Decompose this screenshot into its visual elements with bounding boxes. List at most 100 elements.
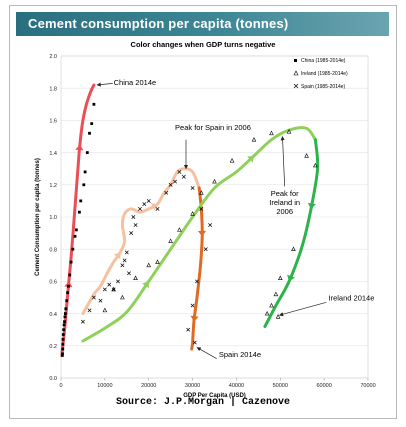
ireland-point	[120, 294, 125, 300]
spain-point	[129, 231, 134, 236]
china-point	[64, 307, 68, 311]
spain-point	[190, 186, 195, 190]
china-point	[61, 342, 65, 346]
china-point	[60, 354, 64, 357]
legend-marker	[293, 70, 299, 76]
china-point	[92, 102, 96, 106]
ireland-point	[269, 302, 274, 308]
china-point	[67, 284, 70, 288]
trend-arrow	[247, 155, 254, 163]
plot-area	[60, 55, 369, 379]
china-point	[66, 291, 69, 295]
china-point	[82, 183, 86, 187]
x-tick-label: 20000	[141, 383, 156, 389]
y-tick-label: 1.2	[49, 183, 57, 189]
spain-point	[102, 287, 107, 292]
y-tick-label: 0.0	[49, 376, 57, 382]
ireland-point	[229, 157, 235, 163]
ireland-point	[286, 129, 292, 134]
spain-point	[107, 282, 112, 287]
china-point	[85, 151, 89, 154]
chart-title: Cement consumption per capita (tonnes)	[28, 16, 289, 31]
source-note: Source: J.P.Morgan | Cazenove	[115, 397, 291, 408]
y-tick-label: 1.4	[49, 151, 57, 157]
annotation-spain-2014e: Spain 2014e	[219, 350, 261, 359]
spain-point	[127, 271, 131, 276]
spain-point	[164, 190, 169, 195]
arrow-spain-2014e	[196, 347, 217, 359]
y-tick-label: 1.6	[49, 119, 57, 125]
trend-arrow	[113, 252, 121, 260]
ireland-point	[168, 238, 173, 243]
china-point	[62, 328, 66, 332]
spain-point	[168, 182, 173, 187]
ireland-point	[313, 162, 318, 168]
legend-marker	[294, 59, 297, 62]
title-banner: Cement consumption per capita (tonnes)	[16, 12, 389, 36]
legend-label: China (1985-2014e)	[301, 58, 346, 64]
china-point	[83, 170, 87, 174]
x-tick-label: 50000	[273, 383, 288, 389]
spain-point	[122, 258, 127, 263]
ireland-point	[291, 246, 296, 251]
ireland-point	[275, 314, 281, 319]
trend-arrow	[75, 144, 84, 151]
spain-point	[111, 287, 116, 292]
trend-line	[190, 186, 204, 351]
ireland-point	[199, 190, 204, 195]
spain-point	[173, 179, 177, 184]
y-tick-label: 1.0	[49, 215, 57, 221]
spain-point	[91, 295, 96, 300]
trend-arrow	[190, 315, 199, 322]
china-point	[61, 347, 65, 351]
arrow-ireland-2014e	[279, 301, 327, 317]
ireland-point	[251, 137, 257, 142]
spain-point	[177, 169, 182, 174]
ireland-point	[212, 178, 217, 184]
china-point	[65, 299, 69, 303]
trend-line	[263, 138, 320, 328]
ireland-point	[269, 130, 274, 136]
spain-point	[146, 198, 151, 203]
x-tick-label: 70000	[360, 383, 375, 389]
spain-point	[195, 279, 199, 284]
trend-arrow	[64, 281, 73, 288]
spain-point	[192, 340, 197, 345]
legend: China (1985-2014e) Ireland (1985-2014e) Sp…	[293, 58, 348, 90]
trend-arrow	[197, 230, 207, 237]
ireland-point	[155, 259, 160, 264]
x-tick-label: 10000	[97, 383, 112, 389]
china-point	[69, 260, 73, 264]
legend-label: Ireland (1985-2014e)	[301, 71, 348, 77]
spain-point	[142, 202, 147, 207]
y-axis-title: Cement Consumption per capita (tonnes)	[35, 158, 41, 276]
annotation-ireland-2014e: Ireland 2014e	[329, 294, 375, 303]
china-point	[74, 228, 78, 232]
china-point	[88, 131, 91, 135]
legend-label: Spain (1985-2014e)	[301, 84, 346, 90]
ireland-point	[264, 310, 270, 316]
annotations: China 2014e Peak for Spain in 2006 Peak fo…	[96, 78, 375, 359]
annotation-ireland-peak: Ireland in	[269, 198, 300, 207]
spain-point	[116, 279, 120, 284]
ireland-point	[304, 153, 309, 158]
spain-point	[98, 298, 103, 303]
annotation-china-2014e: China 2014e	[114, 78, 157, 87]
trend-arrow	[150, 203, 158, 211]
annotation-spain-peak: Peak for Spain in 2006	[175, 123, 251, 132]
ireland-point	[102, 307, 108, 313]
y-tick-label: 2.0	[49, 54, 57, 60]
trend-line	[81, 167, 201, 316]
spain-point	[181, 174, 186, 179]
y-tick-label: 1.8	[49, 86, 57, 92]
ireland-point	[146, 262, 152, 268]
china-point	[71, 247, 75, 251]
annotation-ireland-peak: 2006	[276, 207, 293, 216]
spain-point	[120, 263, 125, 268]
spain-point	[203, 247, 208, 252]
spain-point	[131, 215, 136, 219]
china-point	[61, 352, 64, 356]
spain-point	[190, 303, 195, 308]
spain-point	[80, 319, 85, 324]
